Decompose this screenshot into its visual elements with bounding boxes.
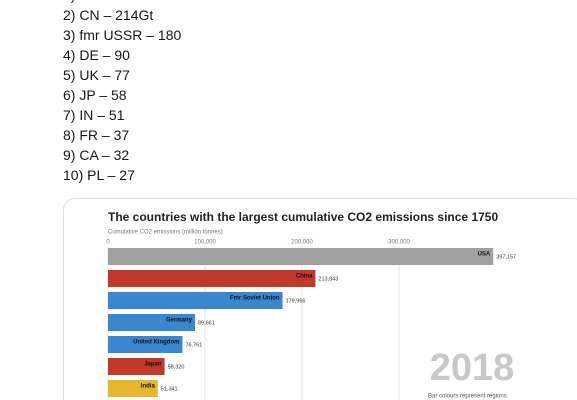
x-tick-label: 100,000 [194,240,216,246]
x-tick-label: 200,000 [291,240,313,246]
value-label: 58,320 [168,364,185,370]
list-item: 5) UK – 77 [63,67,130,83]
bar-label: India [141,384,156,390]
media-card[interactable] [63,198,577,400]
list-item: 3) fmr USSR – 180 [63,27,182,43]
list-item: 8) FR – 37 [63,127,130,143]
bar-label: USA [478,252,491,258]
value-label: 76,761 [185,342,202,348]
list-item: 6) JP – 58 [63,87,127,103]
x-tick-label: 0 [106,240,110,246]
list-item: 4) DE – 90 [63,47,130,63]
value-label: 179,966 [286,298,306,304]
bar [108,248,494,265]
list-item: 1) US – 397GtCO2 [63,0,181,3]
x-tick-label: 300,000 [388,240,410,246]
value-label: 397,157 [496,254,516,260]
year-annotation: 2018 [430,347,515,389]
bar-label: Japan [144,362,162,368]
value-label: 89,661 [198,320,215,326]
list-item: 2) CN – 214Gt [63,7,154,23]
bar-label: China [296,274,313,280]
chart-title: The countries with the largest cumulativ… [108,210,498,224]
bar-label: Fmr Soviet Union [230,296,280,302]
bar [108,336,183,353]
list-item: 7) IN – 51 [63,107,125,123]
bar [108,292,283,309]
bar [108,270,316,287]
bar-label: United Kingdom [133,340,179,346]
value-label: 51,341 [161,386,178,392]
list-item: 9) CA – 32 [63,147,130,163]
bar [108,358,165,375]
list-item: 10) PL – 27 [63,167,135,183]
bar [108,380,158,397]
bar [108,314,195,331]
note: Bar colours represent regions [428,394,507,400]
value-label: 213,843 [318,276,338,282]
x-axis-label: Cumulative CO2 emissions (million tonnes… [108,230,223,236]
bar-label: Germany [166,318,193,324]
